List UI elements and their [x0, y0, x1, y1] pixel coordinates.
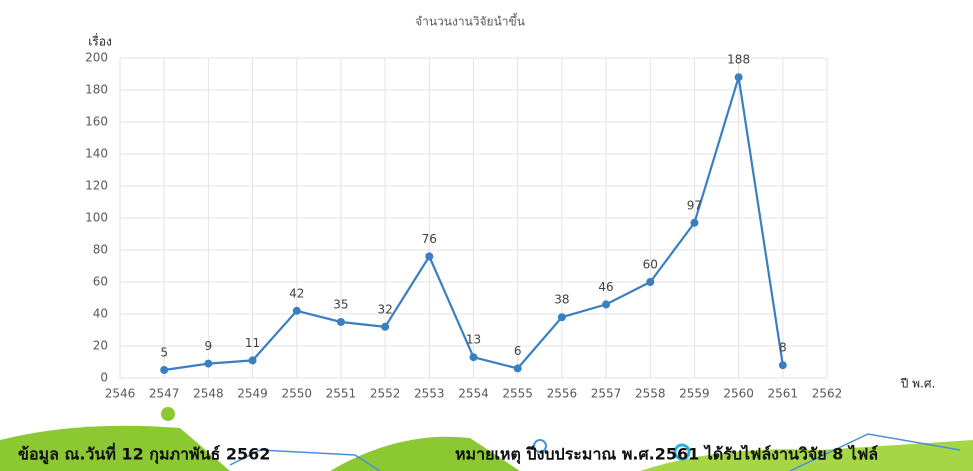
- data-label: 6: [514, 344, 522, 358]
- y-tick-label: 40: [93, 307, 108, 321]
- data-label: 11: [245, 336, 260, 350]
- x-tick-label: 2561: [768, 387, 799, 401]
- y-tick-label: 0: [100, 371, 108, 385]
- y-tick-label: 120: [85, 179, 108, 193]
- data-label: 42: [289, 286, 304, 300]
- y-tick-label: 200: [85, 51, 108, 65]
- data-label: 35: [333, 298, 348, 312]
- point: [160, 366, 168, 374]
- date-note: ข้อมูล ณ.วันที่ 12 กุมภาพันธ์ 2562: [18, 443, 270, 466]
- data-label: 13: [466, 333, 481, 347]
- x-tick-label: 2559: [679, 387, 710, 401]
- x-tick-label: 2552: [370, 387, 401, 401]
- chart-title: จำนวนงานวิจัยนำขึ้น: [415, 13, 525, 29]
- x-tick-label: 2554: [458, 387, 489, 401]
- point: [646, 278, 654, 286]
- y-tick-label: 140: [85, 147, 108, 161]
- y-tick-label: 60: [93, 275, 108, 289]
- point: [690, 219, 698, 227]
- x-tick-label: 2547: [149, 387, 180, 401]
- x-tick-label: 2556: [547, 387, 578, 401]
- data-label: 60: [643, 258, 658, 272]
- x-tick-label: 2550: [281, 387, 312, 401]
- point: [735, 73, 743, 81]
- data-label: 76: [422, 232, 437, 246]
- x-tick-label: 2553: [414, 387, 445, 401]
- point: [779, 361, 787, 369]
- data-label: 46: [598, 280, 613, 294]
- y-axis-label: เรื่อง: [88, 33, 112, 49]
- data-label: 38: [554, 293, 569, 307]
- point: [381, 323, 389, 331]
- y-tick-label: 160: [85, 115, 108, 129]
- y-tick-label: 20: [93, 339, 108, 353]
- x-tick-label: 2562: [812, 387, 843, 401]
- point: [337, 318, 345, 326]
- point: [204, 360, 212, 368]
- x-tick-label: 2560: [723, 387, 754, 401]
- data-label: 97: [687, 198, 702, 212]
- remark: หมายเหตุ ปีงบประมาณ พ.ศ.2561 ได้รับไฟล์ง…: [455, 445, 878, 465]
- y-tick-label: 180: [85, 83, 108, 97]
- point: [425, 252, 433, 260]
- x-tick-label: 2546: [105, 387, 136, 401]
- x-tick-label: 2558: [635, 387, 666, 401]
- point: [470, 353, 478, 361]
- point: [249, 356, 257, 364]
- x-axis-label: ปี พ.ศ.: [900, 377, 935, 391]
- data-label: 9: [205, 339, 213, 353]
- x-tick-label: 2549: [237, 387, 268, 401]
- x-tick-label: 2557: [591, 387, 622, 401]
- point: [602, 300, 610, 308]
- point: [558, 313, 566, 321]
- x-tick-label: 2548: [193, 387, 224, 401]
- data-label: 8: [779, 341, 787, 355]
- x-tick-label: 2551: [326, 387, 357, 401]
- data-label: 188: [727, 53, 750, 67]
- point: [293, 307, 301, 315]
- y-tick-label: 80: [93, 243, 108, 257]
- chart: จำนวนงานวิจัยนำขึ้น เรื่อง ปี พ.ศ. ข้อมู…: [0, 0, 973, 471]
- data-label: 5: [160, 346, 168, 360]
- data-label: 32: [377, 302, 392, 316]
- point: [514, 364, 522, 372]
- y-tick-label: 100: [85, 211, 108, 225]
- x-tick-label: 2555: [502, 387, 533, 401]
